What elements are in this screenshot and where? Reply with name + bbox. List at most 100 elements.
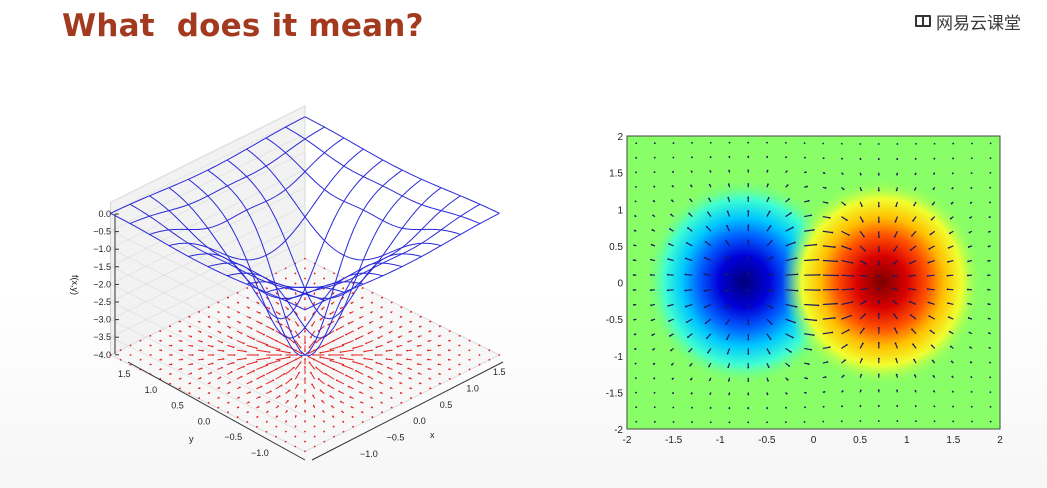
quiver-arrow-head bbox=[988, 216, 991, 219]
floor-arrow bbox=[246, 381, 252, 385]
floor-arrow-head bbox=[292, 341, 295, 344]
floor-arrow-head bbox=[255, 360, 258, 363]
floor-arrow-head bbox=[277, 405, 280, 408]
floor-arrow bbox=[342, 340, 354, 346]
quiver-arrow-head bbox=[671, 378, 674, 380]
floor-arrow-head bbox=[247, 401, 250, 404]
floor-arrow-head bbox=[390, 406, 393, 409]
floor-arrow bbox=[256, 374, 265, 380]
floor-arrow-head bbox=[217, 406, 220, 409]
quiver-arrow-head bbox=[766, 141, 768, 144]
quiver-arrow-head bbox=[989, 420, 992, 423]
quiver-arrow-head bbox=[841, 173, 844, 175]
quiver-arrow bbox=[859, 230, 865, 237]
quiver-arrow-head bbox=[796, 273, 799, 276]
floor-arrow-head bbox=[408, 331, 411, 333]
floor-arrow-head bbox=[379, 381, 381, 384]
quiver-arrow-head bbox=[928, 247, 931, 250]
floor-arrow-head bbox=[227, 411, 229, 414]
floor-arrow-head bbox=[283, 372, 286, 375]
floor-arrow-head bbox=[229, 326, 231, 329]
quiver-arrow bbox=[822, 331, 833, 335]
quiver-arrow-head bbox=[864, 249, 866, 252]
quiver-arrow-head bbox=[652, 200, 655, 202]
quiver-arrow-head bbox=[690, 378, 692, 381]
floor-arrow-head bbox=[355, 338, 357, 341]
quiver-arrow-head bbox=[847, 234, 850, 236]
floor-arrow-head bbox=[437, 354, 440, 356]
quiver-arrow bbox=[766, 273, 774, 276]
floor-arrow bbox=[325, 373, 335, 380]
floor-arrow-head bbox=[227, 306, 230, 309]
quiver-arrow-head bbox=[845, 344, 848, 346]
floor-arrow-head bbox=[468, 358, 471, 361]
floor-arrow-head bbox=[278, 395, 281, 398]
pane-gridline bbox=[109, 169, 306, 364]
quiver-arrow-head bbox=[747, 255, 750, 258]
quiver-arrow-head bbox=[669, 228, 671, 230]
quiver-arrow-head bbox=[859, 158, 862, 161]
floor-arrow-head bbox=[406, 358, 409, 361]
quiver-arrows bbox=[632, 141, 992, 424]
quiver-arrow-head bbox=[633, 244, 636, 247]
floor-arrow bbox=[358, 381, 364, 385]
floor-arrow-head bbox=[478, 363, 481, 366]
floor-arrow-head bbox=[208, 326, 211, 329]
quiver-arrow-head bbox=[795, 257, 798, 260]
floor-arrow-head bbox=[188, 392, 191, 395]
quiver-arrow-head bbox=[704, 240, 707, 243]
floor-arrow bbox=[275, 363, 288, 370]
quiver-arrow-head bbox=[896, 404, 899, 407]
floor-arrow-head bbox=[189, 325, 192, 328]
floor-arrow-head bbox=[361, 287, 364, 289]
quiver-arrow-head bbox=[933, 390, 935, 393]
floor-arrow-head bbox=[199, 377, 202, 379]
quiver-arrow bbox=[822, 303, 838, 306]
quiver-arrow-head bbox=[652, 348, 654, 351]
floor-arrow-head bbox=[399, 392, 402, 394]
floor-arrow-head bbox=[418, 382, 421, 385]
quiver-arrow-head bbox=[859, 389, 862, 392]
floor-arrow bbox=[227, 344, 234, 348]
floor-arrow bbox=[309, 362, 316, 370]
quiver-arrow-head bbox=[632, 274, 635, 276]
floor-arrow-head bbox=[350, 405, 353, 408]
floor-arrow-head bbox=[313, 435, 316, 438]
floor-arrow-head bbox=[159, 339, 162, 342]
floor-arrow-head bbox=[294, 435, 297, 438]
floor-arrow-head bbox=[222, 358, 225, 360]
quiver-arrow-head bbox=[688, 350, 691, 353]
floor-arrow-head bbox=[361, 297, 363, 299]
floor-arrow-head bbox=[309, 336, 312, 339]
floor-arrow-head bbox=[304, 430, 306, 433]
quiver-arrow-head bbox=[987, 303, 990, 305]
floor-arrow-head bbox=[324, 372, 327, 375]
quiver-arrow-head bbox=[834, 316, 836, 319]
quiver-arrow-head bbox=[970, 405, 973, 408]
book-icon bbox=[915, 15, 931, 27]
quiver-arrow-head bbox=[747, 338, 750, 341]
floor-arrow-head bbox=[377, 371, 380, 373]
floor-arrow-head bbox=[387, 366, 389, 369]
floor-arrow bbox=[265, 360, 280, 366]
quiver-arrow-head bbox=[966, 274, 969, 277]
floor-arrow-head bbox=[319, 351, 322, 354]
quiver-arrow-head bbox=[784, 141, 787, 144]
quiver-arrow bbox=[725, 240, 731, 247]
floor-arrow-head bbox=[416, 363, 419, 365]
floor-arrow-head bbox=[236, 292, 239, 294]
quiver-arrow-head bbox=[952, 157, 954, 160]
quiver-arrow-head bbox=[851, 262, 854, 264]
floor-arrow bbox=[256, 320, 262, 324]
quiver-arrow-head bbox=[877, 326, 880, 329]
floor-arrow bbox=[256, 357, 270, 361]
floor-arrow-head bbox=[379, 326, 381, 329]
floor-arrow-head bbox=[427, 340, 430, 343]
quiver-arrow-head bbox=[967, 260, 970, 263]
floor-arrow-head bbox=[159, 330, 162, 333]
pane-gridline bbox=[109, 240, 306, 435]
quiver-arrow-head bbox=[837, 274, 840, 277]
heat-x-tick-label: -1 bbox=[716, 435, 725, 446]
floor-arrow-head bbox=[371, 416, 374, 418]
